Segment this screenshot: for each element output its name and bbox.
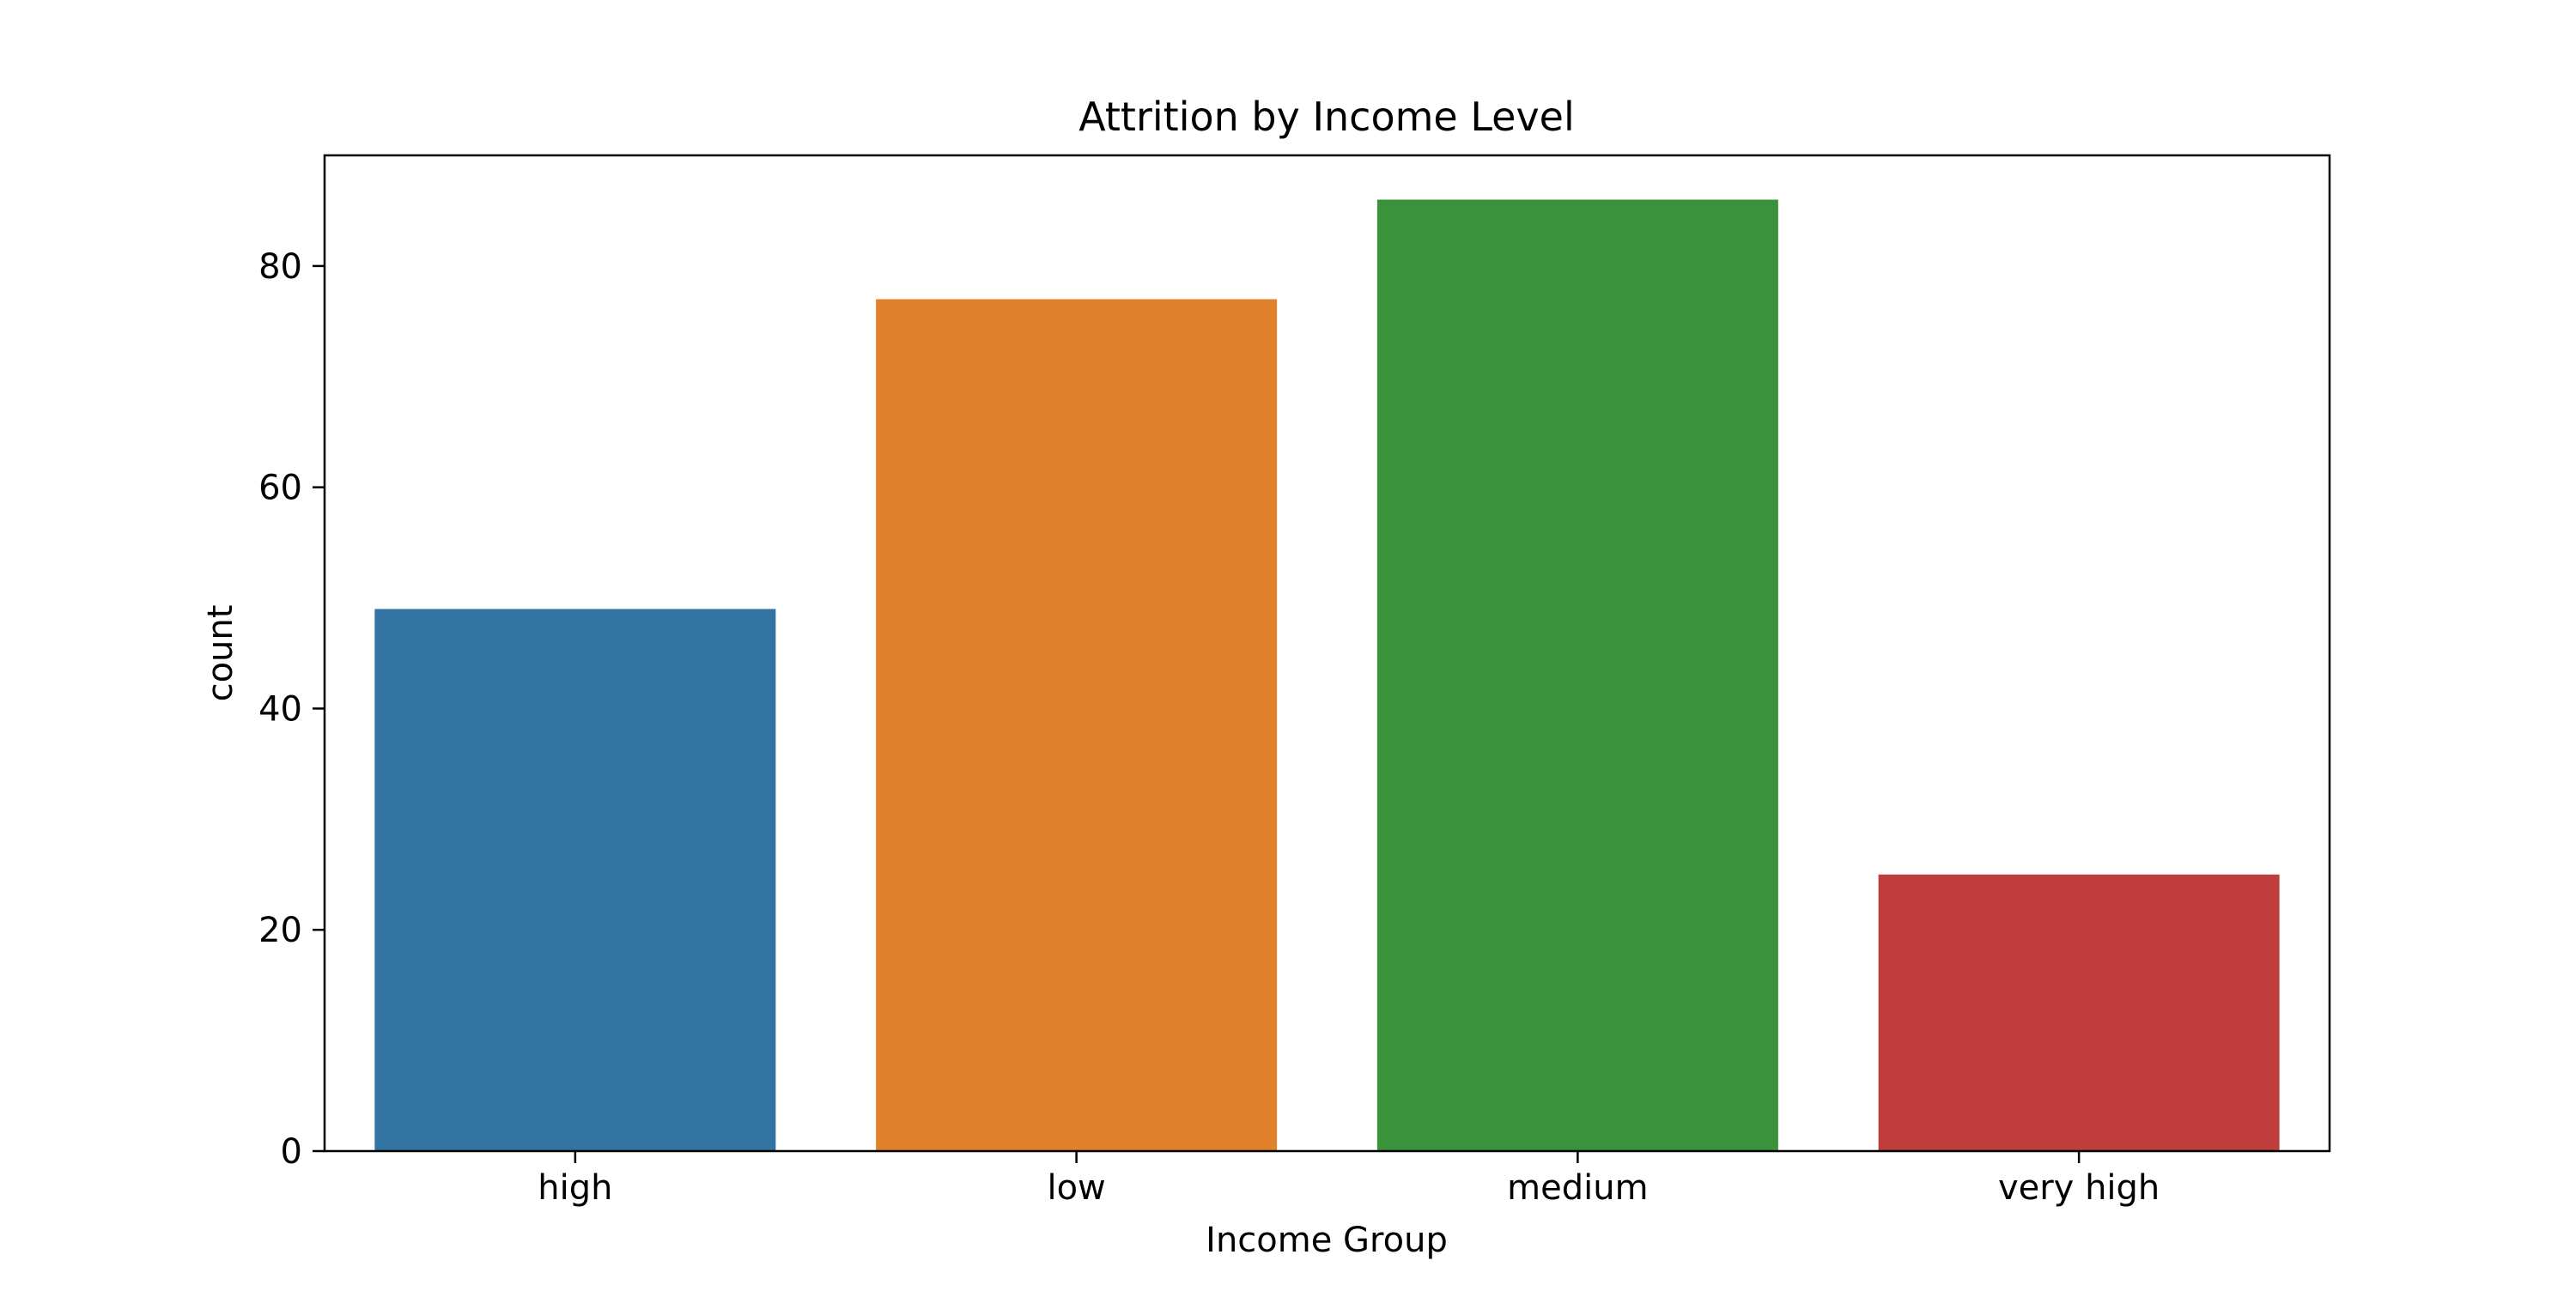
bars-group <box>374 199 2280 1152</box>
x-tick-label: medium <box>1507 1168 1648 1208</box>
bar-very-high <box>1878 874 2280 1151</box>
y-tick-label: 0 <box>281 1132 302 1172</box>
y-tick-label: 60 <box>258 469 302 508</box>
y-tick-label: 20 <box>258 911 302 950</box>
chart-title: Attrition by Income Level <box>1078 94 1575 140</box>
axes-frame <box>323 154 2331 1153</box>
y-axis-label: count <box>201 605 240 702</box>
bar-medium <box>1376 199 1778 1152</box>
y-tick-label: 80 <box>258 247 302 287</box>
x-tick-label: very high <box>1998 1168 2160 1208</box>
x-tick-label: low <box>1047 1168 1105 1208</box>
bar-low <box>876 299 1278 1151</box>
y-tick-label: 40 <box>258 689 302 729</box>
x-tick-label: high <box>538 1168 612 1208</box>
x-axis-label: Income Group <box>1206 1221 1448 1260</box>
bar-high <box>374 609 776 1151</box>
y-axis-ticks: 0 20 40 60 80 <box>258 247 325 1172</box>
x-axis-ticks: high low medium very high <box>538 1151 2160 1208</box>
